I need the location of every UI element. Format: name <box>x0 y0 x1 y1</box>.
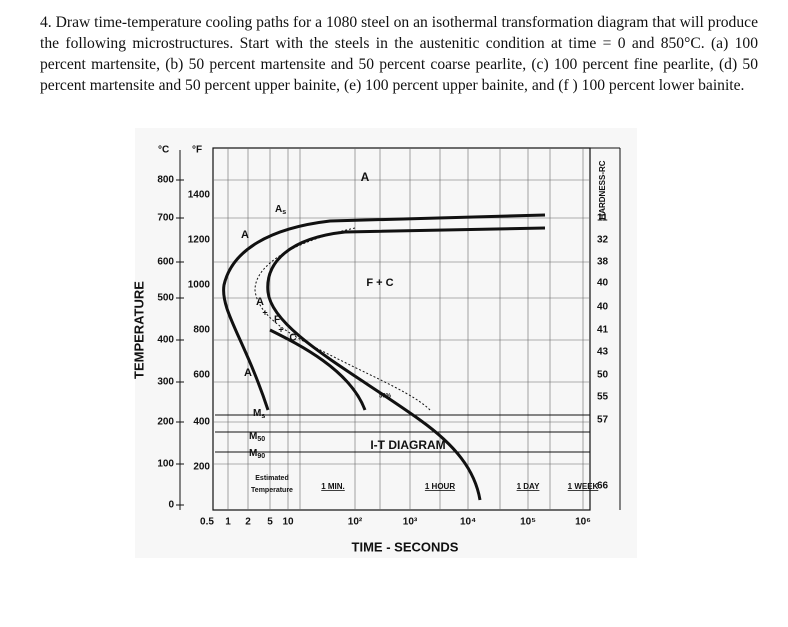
time-mark: 1 HOUR <box>425 482 455 491</box>
x-tick-label: 5 <box>267 517 273 528</box>
x-tick-label: 1 <box>225 517 231 528</box>
x-tick-label: 10² <box>348 517 363 528</box>
celsius-tick-label: 0 <box>168 500 174 511</box>
fifty-percent-curve <box>269 328 367 411</box>
hardness-value: 41 <box>597 325 609 336</box>
region-label: C <box>289 333 296 344</box>
label-sub: 90 <box>257 453 265 460</box>
celsius-tick-label: 300 <box>157 377 174 388</box>
celsius-tick-label: 100 <box>157 459 174 470</box>
start-curve <box>222 213 546 411</box>
label-sub: s <box>282 209 286 216</box>
fahrenheit-tick-label: 1000 <box>188 280 211 291</box>
label-main: M <box>253 408 261 419</box>
region-label: A <box>241 229 249 241</box>
celsius-tick-label: 600 <box>157 257 174 268</box>
hardness-value: 43 <box>597 347 609 358</box>
region-label: Temperature <box>251 487 293 494</box>
fahrenheit-tick-label: 800 <box>193 325 210 336</box>
label-main: M <box>249 431 257 442</box>
temperature-label: M50 <box>249 431 265 443</box>
label-main: M <box>249 448 257 459</box>
celsius-tick-label: 400 <box>157 335 174 346</box>
scan-background <box>135 128 637 558</box>
hardness-value: 11 <box>597 213 608 224</box>
region-label: 50% <box>379 394 392 400</box>
grid <box>213 148 590 510</box>
label-sub: s <box>261 413 265 420</box>
hardness-value: 55 <box>597 392 609 403</box>
x-tick-label: 10³ <box>403 517 418 528</box>
x-tick-label: 10 <box>282 517 294 528</box>
x-tick-label: 10⁵ <box>520 517 536 528</box>
hardness-value: 32 <box>597 235 609 246</box>
x-tick-label: 2 <box>245 517 251 528</box>
celsius-unit: °C <box>158 145 169 156</box>
plot-frame <box>212 147 591 511</box>
time-mark: 1 DAY <box>517 482 540 491</box>
region-label: A <box>361 170 370 184</box>
x-tick-label: 10⁶ <box>575 517 591 528</box>
fahrenheit-tick-label: 400 <box>193 417 210 428</box>
temperature-label: Ms <box>253 408 265 420</box>
region-label: A <box>244 367 252 379</box>
celsius-tick-label: 800 <box>157 175 174 186</box>
time-mark: 1 WEEK <box>568 482 599 491</box>
fahrenheit-tick-label: 1400 <box>188 190 211 201</box>
fahrenheit-tick-label: 200 <box>193 462 210 473</box>
temperature-label: M90 <box>249 448 265 460</box>
region-label: Estimated <box>255 475 288 482</box>
region-label: I-T DIAGRAM <box>370 438 445 452</box>
y-title: TEMPERATURE <box>131 281 146 379</box>
hardness-value: 40 <box>597 302 609 313</box>
hardness-value: 40 <box>597 278 609 289</box>
hardness-title: HARDNESS-RC <box>598 160 607 219</box>
temperature-label: As <box>275 204 286 216</box>
fahrenheit-unit: °F <box>192 145 202 156</box>
region-label: A <box>256 296 264 308</box>
problem-text: 4. Draw time-temperature cooling paths f… <box>40 14 758 94</box>
celsius-tick-label: 500 <box>157 293 174 304</box>
celsius-tick-label: 700 <box>157 213 174 224</box>
hardness-value: 50 <box>597 370 609 381</box>
hardness-value: 57 <box>597 415 609 426</box>
dotted-curve <box>254 227 431 411</box>
hardness-value: 66 <box>597 481 609 492</box>
fahrenheit-tick-label: 600 <box>193 370 210 381</box>
fahrenheit-tick-label: 1200 <box>188 235 211 246</box>
x-tick-label: 10⁴ <box>460 517 476 528</box>
region-label: F + C <box>366 277 393 289</box>
region-label: F <box>274 315 280 326</box>
region-label: + <box>262 307 267 317</box>
label-sub: 50 <box>257 436 265 443</box>
label-main: A <box>275 204 282 215</box>
x-title: TIME - SECONDS <box>352 539 459 554</box>
x-tick-label: 0.5 <box>200 517 214 528</box>
hardness-value: 38 <box>597 257 609 268</box>
time-mark: 1 MIN. <box>321 482 345 491</box>
region-label: + <box>278 324 283 334</box>
celsius-tick-label: 200 <box>157 417 174 428</box>
